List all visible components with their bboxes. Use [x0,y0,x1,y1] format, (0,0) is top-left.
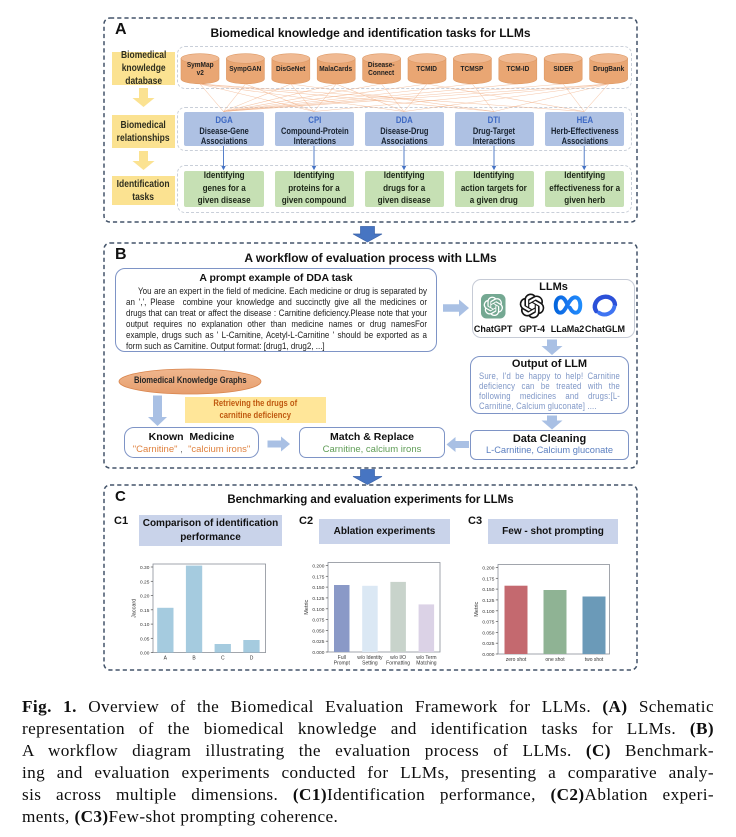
svg-text:0.125: 0.125 [482,598,494,604]
svg-text:A: A [164,656,168,662]
svg-text:Matching: Matching [416,661,437,667]
svg-text:0.000: 0.000 [312,650,324,656]
svg-text:0.000: 0.000 [482,652,494,658]
svg-text:0.025: 0.025 [312,639,324,645]
svg-text:0.100: 0.100 [482,609,494,615]
svg-text:0.125: 0.125 [312,596,324,602]
svg-text:0.100: 0.100 [312,607,324,613]
svg-text:0.025: 0.025 [482,641,494,647]
svg-text:Formatting: Formatting [386,661,410,667]
svg-text:0.175: 0.175 [312,574,324,580]
svg-text:0.30: 0.30 [140,565,150,571]
svg-text:Metric: Metric [304,599,310,614]
svg-text:0.10: 0.10 [140,622,150,628]
svg-text:0.200: 0.200 [312,564,324,570]
svg-text:0.150: 0.150 [312,585,324,591]
svg-text:Full: Full [338,655,346,661]
svg-text:w/o Identity: w/o Identity [357,655,383,661]
svg-text:0.150: 0.150 [482,587,494,593]
svg-text:0.00: 0.00 [140,651,150,657]
svg-text:0.15: 0.15 [140,608,150,614]
svg-text:0.05: 0.05 [140,636,150,642]
svg-text:C: C [221,656,225,662]
svg-text:Setting: Setting [362,661,378,667]
svg-text:0.050: 0.050 [482,630,494,636]
svg-text:0.20: 0.20 [140,594,150,600]
svg-text:0.200: 0.200 [482,566,494,572]
svg-text:w/o Term: w/o Term [416,655,436,661]
svg-text:0.175: 0.175 [482,576,494,582]
svg-text:B: B [192,656,196,662]
svg-text:D: D [250,656,254,662]
svg-text:Metric: Metric [474,601,480,616]
svg-text:two shot: two shot [585,657,604,663]
svg-text:0.075: 0.075 [312,618,324,624]
svg-text:0.25: 0.25 [140,579,150,585]
svg-text:w/o I/O: w/o I/O [390,655,406,661]
svg-text:zero shot: zero shot [506,657,527,663]
svg-text:one shot: one shot [545,657,565,663]
svg-text:Prompt: Prompt [334,661,351,667]
svg-text:0.050: 0.050 [312,628,324,634]
svg-text:Jaccard: Jaccard [132,599,138,618]
svg-text:0.075: 0.075 [482,620,494,626]
